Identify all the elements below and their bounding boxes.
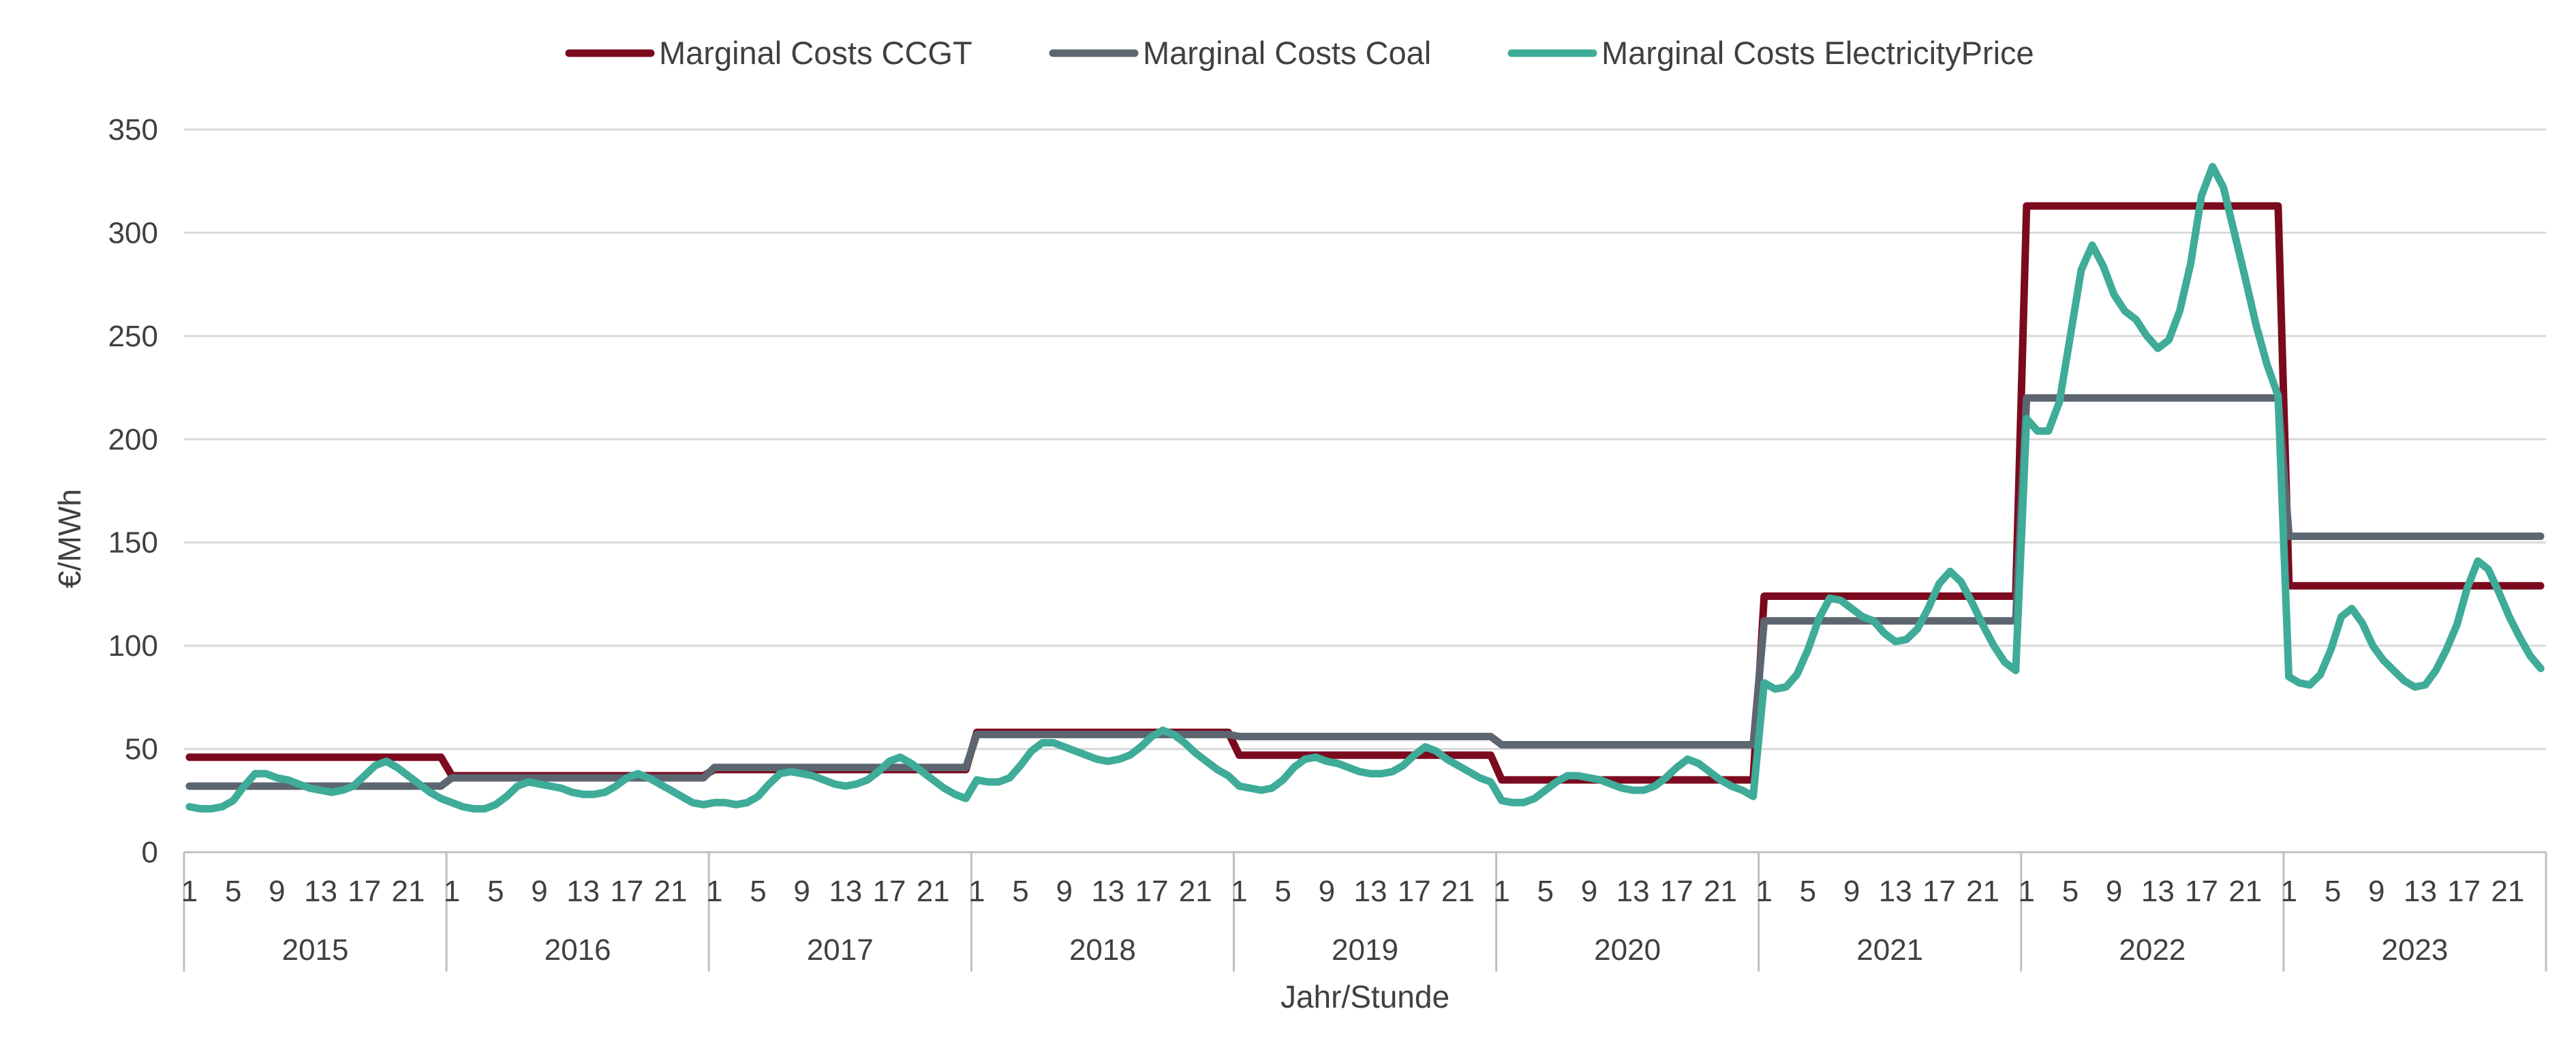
series-line-electricity-price — [185, 163, 2545, 813]
y-tick-label: 150 — [108, 526, 158, 560]
x-hour-tick-label: 21 — [1966, 875, 1999, 908]
x-hour-tick-label: 9 — [269, 875, 285, 908]
x-hour-tick-label: 13 — [2404, 875, 2437, 908]
y-axis-title: €/MWh — [52, 489, 87, 588]
x-hour-tick-label: 13 — [304, 875, 337, 908]
x-hour-tick-label: 1 — [706, 875, 722, 908]
x-year-label: 2020 — [1594, 933, 1661, 967]
x-year-label: 2016 — [545, 933, 611, 967]
y-tick-label: 0 — [142, 836, 158, 869]
x-hour-tick-label: 9 — [2106, 875, 2122, 908]
x-hour-tick-label: 13 — [1354, 875, 1387, 908]
x-hour-tick-label: 17 — [1922, 875, 1956, 908]
x-hour-tick-label: 5 — [1800, 875, 1816, 908]
x-hour-tick-label: 21 — [1441, 875, 1475, 908]
x-hour-tick-label: 1 — [1755, 875, 1772, 908]
x-hour-tick-label: 17 — [610, 875, 643, 908]
y-tick-label: 200 — [108, 423, 158, 456]
x-hour-tick-label: 17 — [1660, 875, 1693, 908]
x-hour-tick-label: 13 — [1616, 875, 1650, 908]
x-hour-tick-label: 1 — [444, 875, 460, 908]
x-hour-tick-label: 5 — [1274, 875, 1291, 908]
y-tick-label: 100 — [108, 629, 158, 663]
x-hour-tick-label: 21 — [1179, 875, 1212, 908]
x-hour-tick-label: 21 — [654, 875, 688, 908]
x-hour-tick-label: 9 — [793, 875, 810, 908]
x-hour-tick-label: 1 — [2019, 875, 2035, 908]
x-hour-tick-label: 5 — [2325, 875, 2341, 908]
x-hour-tick-label: 17 — [873, 875, 906, 908]
x-hour-tick-label: 17 — [2447, 875, 2481, 908]
x-hour-tick-label: 21 — [391, 875, 425, 908]
legend-label-electricity-price: Marginal Costs ElectricityPrice — [1601, 35, 2034, 71]
x-hour-tick-label: 21 — [2228, 875, 2262, 908]
x-hour-tick-label: 13 — [1091, 875, 1124, 908]
x-hour-tick-label: 9 — [1843, 875, 1860, 908]
x-hour-tick-label: 13 — [1879, 875, 1912, 908]
y-tick-label: 350 — [108, 113, 158, 147]
x-hour-tick-label: 5 — [750, 875, 766, 908]
x-hour-tick-label: 1 — [968, 875, 985, 908]
x-year-label: 2019 — [1332, 933, 1398, 967]
legend-label-coal: Marginal Costs Coal — [1143, 35, 1431, 71]
x-hour-tick-label: 9 — [1056, 875, 1072, 908]
x-hour-tick-label: 9 — [2368, 875, 2385, 908]
legend-label-ccgt: Marginal Costs CCGT — [659, 35, 972, 71]
x-hour-tick-label: 1 — [181, 875, 198, 908]
legend: Marginal Costs CCGT Marginal Costs Coal Ma… — [565, 35, 2034, 71]
y-tick-label: 50 — [125, 733, 158, 766]
x-hour-tick-label: 1 — [1231, 875, 1247, 908]
x-axis-title: Jahr/Stunde — [1281, 979, 1450, 1014]
x-hour-tick-label: 21 — [1704, 875, 1737, 908]
x-hour-tick-label: 1 — [1493, 875, 1509, 908]
x-hour-tick-label: 13 — [829, 875, 862, 908]
x-hour-tick-label: 13 — [2141, 875, 2175, 908]
y-tick-label: 250 — [108, 320, 158, 353]
x-year-label: 2017 — [807, 933, 874, 967]
x-year-label: 2015 — [282, 933, 349, 967]
series-lines — [185, 163, 2545, 813]
x-hour-tick-label: 17 — [1398, 875, 1431, 908]
x-year-label: 2022 — [2119, 933, 2186, 967]
x-year-label: 2021 — [1856, 933, 1923, 967]
x-hour-tick-label: 5 — [487, 875, 504, 908]
x-year-label: 2023 — [2381, 933, 2448, 967]
y-axis: 0 50 100 150 200 250 300 350 — [108, 113, 158, 869]
x-hour-tick-label: 9 — [531, 875, 547, 908]
x-year-label: 2018 — [1069, 933, 1136, 967]
y-gridlines — [184, 128, 2546, 751]
x-hour-tick-label: 17 — [1135, 875, 1169, 908]
x-hour-tick-label: 5 — [225, 875, 241, 908]
x-hour-tick-label: 21 — [2491, 875, 2524, 908]
x-hour-tick-label: 5 — [2062, 875, 2079, 908]
series-line-coal — [185, 394, 2545, 790]
x-hour-tick-label: 9 — [1581, 875, 1597, 908]
x-hour-tick-label: 1 — [2281, 875, 2297, 908]
x-hour-tick-label: 17 — [2185, 875, 2218, 908]
x-hour-tick-label: 17 — [348, 875, 381, 908]
x-hour-tick-label: 21 — [917, 875, 950, 908]
y-tick-label: 300 — [108, 216, 158, 250]
x-hour-tick-label: 13 — [566, 875, 600, 908]
x-hour-tick-label: 5 — [1012, 875, 1028, 908]
x-hour-tick-label: 9 — [1319, 875, 1335, 908]
x-hour-tick-label: 5 — [1537, 875, 1554, 908]
